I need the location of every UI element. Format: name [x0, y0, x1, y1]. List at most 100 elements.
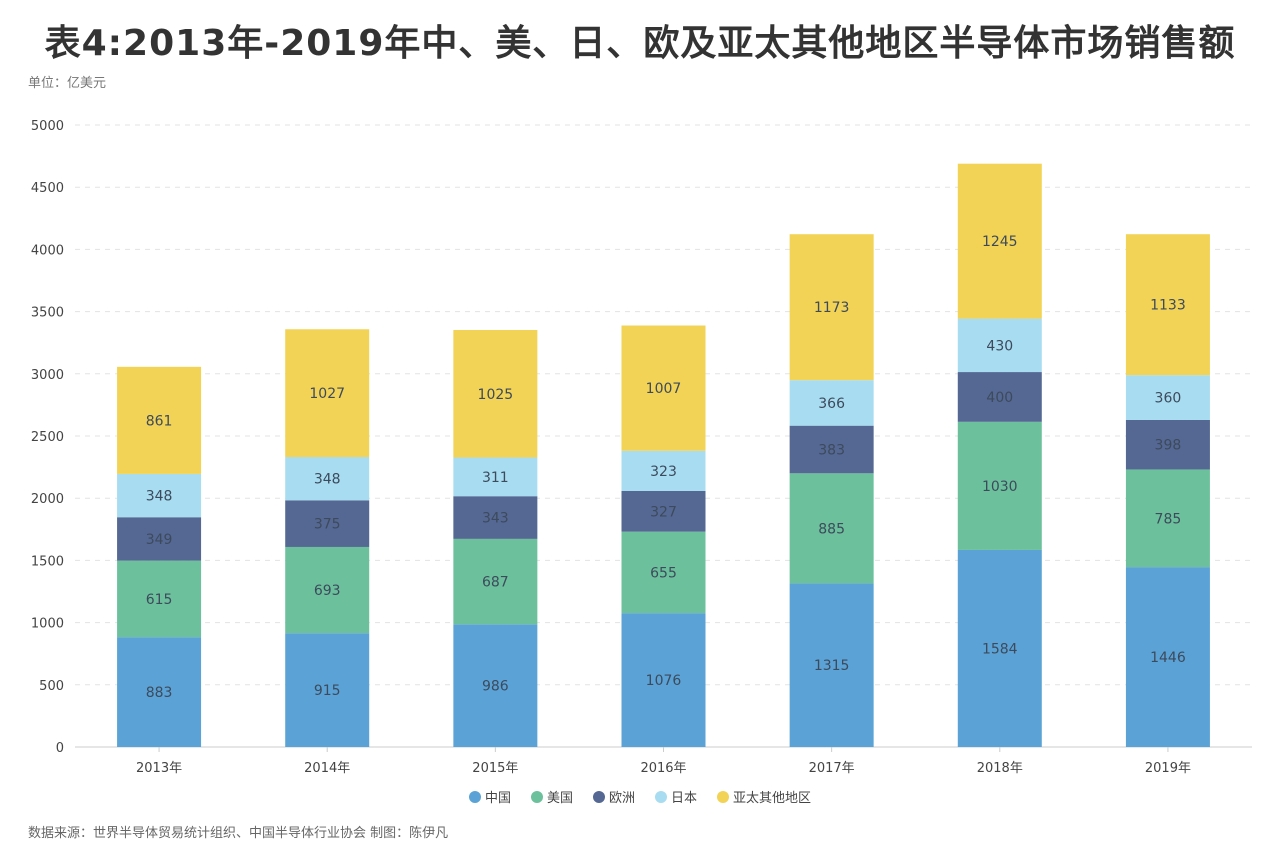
- y-tick-label: 2500: [31, 430, 64, 445]
- data-label: 323: [650, 464, 677, 480]
- bar-segment: [621, 490, 706, 532]
- legend-marker: [717, 791, 729, 803]
- legend-label: 亚太其他地区: [733, 791, 811, 806]
- bar-segment: [1125, 419, 1210, 470]
- bar-segment: [117, 473, 202, 518]
- data-label: 915: [314, 683, 341, 699]
- bar-segment: [453, 496, 538, 539]
- chart-title: 表4:2013年-2019年中、美、日、欧及亚太其他地区半导体市场销售额: [44, 23, 1236, 64]
- data-label: 1027: [309, 386, 345, 402]
- y-tick-label: 3500: [31, 306, 64, 321]
- data-label: 885: [818, 521, 845, 537]
- bar-segment: [117, 366, 202, 474]
- data-label: 375: [314, 517, 341, 533]
- bar-segment: [1125, 234, 1210, 376]
- bar-segment: [285, 500, 370, 547]
- x-tick-label: 2013年: [136, 761, 182, 776]
- data-label: 327: [650, 504, 677, 520]
- bar-segment: [789, 380, 874, 426]
- bar-segment: [285, 546, 370, 634]
- y-tick-label: 3000: [31, 368, 64, 383]
- x-tick-label: 2015年: [472, 761, 518, 776]
- data-label: 348: [314, 472, 341, 488]
- bar-segment: [789, 473, 874, 584]
- data-label: 343: [482, 511, 509, 527]
- bar-segment: [957, 549, 1042, 747]
- bar-segment: [621, 531, 706, 614]
- data-label: 1245: [982, 234, 1018, 250]
- data-label: 1584: [982, 641, 1018, 657]
- bar-segment: [957, 421, 1042, 550]
- data-label: 615: [146, 592, 173, 608]
- x-tick-label: 2019年: [1145, 761, 1191, 776]
- legend-label: 日本: [671, 791, 697, 806]
- data-label: 398: [1155, 438, 1182, 454]
- y-tick-label: 500: [39, 679, 64, 694]
- bar-segment: [285, 633, 370, 747]
- data-label: 383: [818, 442, 845, 458]
- legend-item[interactable]: 欧洲: [593, 791, 635, 806]
- legend-label: 欧洲: [609, 791, 635, 806]
- legend[interactable]: 中国 美国 欧洲 日本 亚太其他地区: [469, 791, 811, 806]
- bar-segment: [117, 560, 202, 638]
- y-tick-label: 4000: [31, 243, 64, 258]
- data-label: 693: [314, 583, 341, 599]
- bar-segment: [621, 450, 706, 491]
- data-label: 785: [1155, 511, 1182, 527]
- bar-segment: [621, 613, 706, 747]
- legend-marker: [593, 791, 605, 803]
- bar-segment: [1125, 469, 1210, 568]
- bar-segment: [453, 538, 538, 625]
- data-label: 883: [146, 685, 173, 701]
- bar-segment: [789, 583, 874, 747]
- bar-segment: [957, 372, 1042, 422]
- bar-segment: [957, 163, 1042, 319]
- legend-label: 中国: [485, 791, 511, 806]
- x-axis-ticks: 2013年 2014年 2015年 2016年 2017年 2018年 2019年: [136, 747, 1191, 776]
- bar-segment: [789, 425, 874, 474]
- data-label: 311: [482, 470, 509, 486]
- source-note: 数据来源：世界半导体贸易统计组织、中国半导体行业协会 制图：陈伊凡: [28, 826, 449, 841]
- data-label: 400: [986, 390, 1013, 406]
- data-label: 1173: [814, 300, 850, 316]
- data-labels: 883 615 349 348 861 915 693 375 348 1027 986 687 343…: [146, 234, 1186, 701]
- y-tick-label: 1500: [31, 554, 64, 569]
- bar-segment: [453, 624, 538, 747]
- x-tick-label: 2017年: [809, 761, 855, 776]
- data-label: 1315: [814, 658, 850, 674]
- y-tick-label: 4500: [31, 181, 64, 196]
- data-label: 655: [650, 565, 677, 581]
- bar-segment: [621, 325, 706, 451]
- legend-item[interactable]: 美国: [531, 791, 573, 806]
- legend-item[interactable]: 日本: [655, 791, 697, 806]
- unit-label: 单位：亿美元: [28, 76, 107, 91]
- y-axis-ticks: 0 500 1000 1500 2000 2500 3000 3500 4000 4500 5000: [31, 119, 64, 756]
- data-label: 1133: [1150, 298, 1186, 314]
- x-tick-label: 2018年: [977, 761, 1023, 776]
- legend-marker: [469, 791, 481, 803]
- legend-marker: [531, 791, 543, 803]
- x-tick-label: 2014年: [304, 761, 350, 776]
- data-label: 430: [986, 338, 1013, 354]
- data-label: 986: [482, 679, 509, 695]
- legend-item[interactable]: 亚太其他地区: [717, 791, 811, 806]
- bar-segment: [117, 517, 202, 561]
- bar-segment: [453, 457, 538, 497]
- legend-marker: [655, 791, 667, 803]
- bar-segment: [1125, 375, 1210, 420]
- bar-segment: [285, 329, 370, 458]
- data-label: 1446: [1150, 650, 1186, 666]
- y-tick-label: 0: [56, 741, 64, 756]
- bar-segment: [453, 330, 538, 458]
- bar-segment: [789, 234, 874, 381]
- data-label: 687: [482, 575, 509, 591]
- bar-segment: [957, 318, 1042, 373]
- data-label: 360: [1155, 391, 1182, 407]
- legend-item[interactable]: 中国: [469, 791, 511, 806]
- y-tick-label: 1000: [31, 617, 64, 632]
- bar-segment: [117, 637, 202, 747]
- bar-segment: [1125, 567, 1210, 747]
- data-label: 861: [146, 413, 173, 429]
- data-label: 1025: [478, 387, 514, 403]
